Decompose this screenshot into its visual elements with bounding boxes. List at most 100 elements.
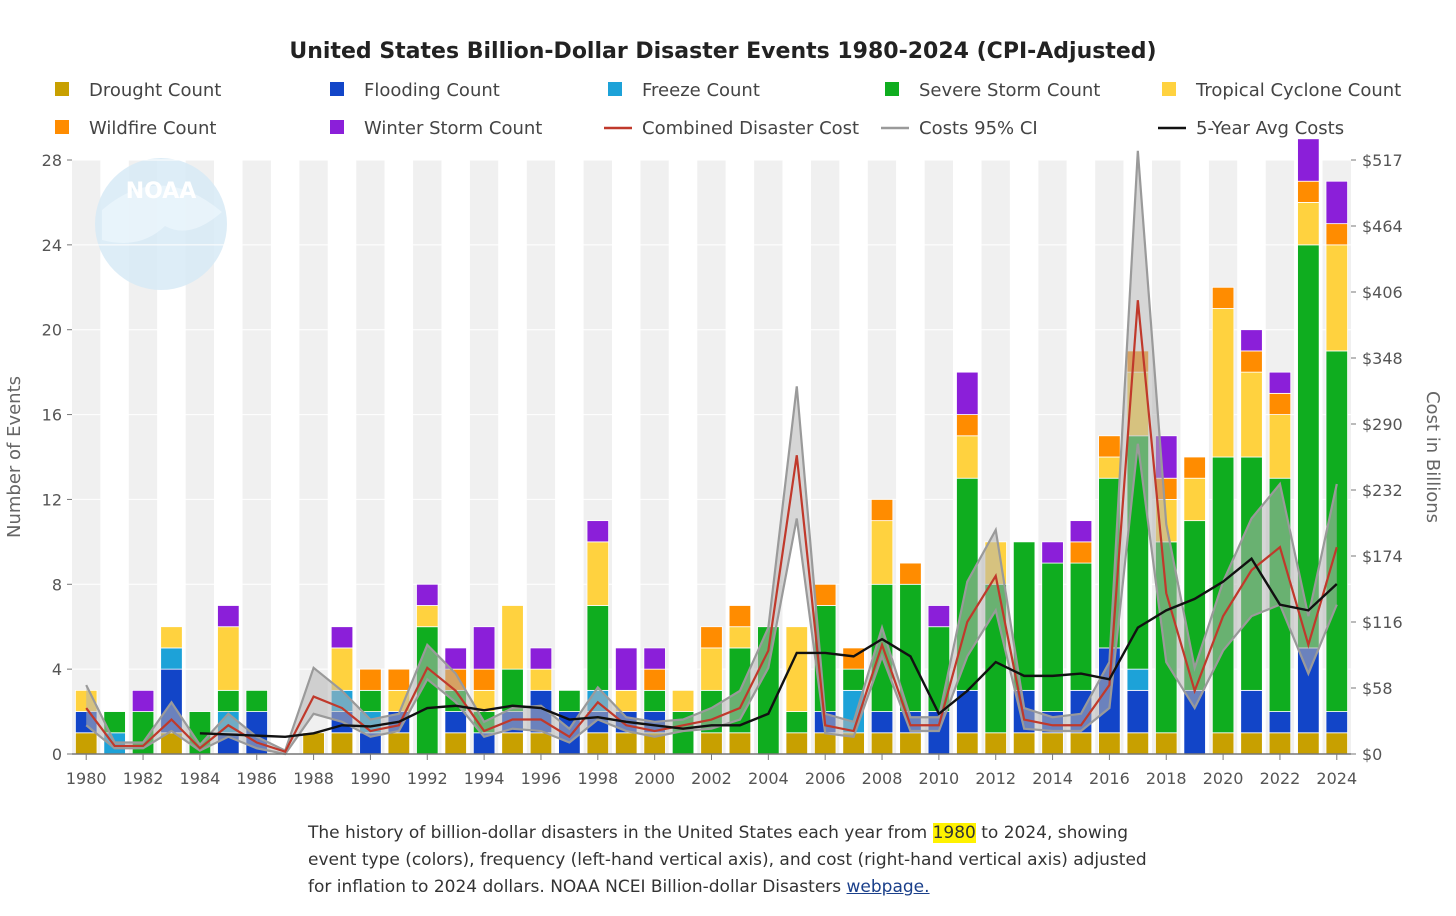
x-tick-1992: 1992	[407, 769, 448, 788]
chart-title: United States Billion-Dollar Disaster Ev…	[289, 39, 1156, 64]
y2-tick-8: $464	[1362, 217, 1403, 236]
bar-1997-severe-storm-count	[558, 689, 581, 712]
bar-2022-drought-count	[1268, 732, 1292, 755]
bar-2017-drought-count	[1126, 732, 1150, 755]
y2-tick-1: $58	[1362, 679, 1393, 698]
legend-item-severe-storm-count[interactable]: Severe Storm Count	[885, 80, 1100, 101]
bar-2000-winter-storm-count	[643, 647, 666, 670]
bar-1992-winter-storm-count	[416, 583, 439, 606]
bar-1988-drought-count	[302, 732, 325, 755]
bar-2005-severe-storm-count	[785, 711, 808, 734]
y2-tick-4: $232	[1362, 481, 1403, 500]
y2-axis-title: Cost in Billions	[1422, 391, 1443, 523]
x-tick-1988: 1988	[293, 769, 334, 788]
bar-2015-wildfire-count	[1069, 541, 1093, 564]
y2-tick-7: $406	[1362, 283, 1403, 302]
bar-2011-drought-count	[956, 732, 979, 755]
bar-2011-winter-storm-count	[956, 371, 979, 415]
bar-2011-wildfire-count	[956, 414, 979, 437]
x-tick-2020: 2020	[1203, 769, 1244, 788]
y2-tick-2: $116	[1362, 613, 1403, 632]
legend-item-winter-storm-count[interactable]: Winter Storm Count	[330, 118, 542, 139]
legend-item-wildfire-count[interactable]: Wildfire Count	[55, 118, 216, 139]
legend-label: 5-Year Avg Costs	[1196, 118, 1344, 139]
bar-2024-tropical-cyclone-count	[1325, 244, 1348, 352]
bar-1992-tropical-cyclone-count	[416, 605, 439, 628]
legend-swatch	[330, 82, 344, 96]
x-tick-1984: 1984	[180, 769, 221, 788]
bar-2002-tropical-cyclone-count	[700, 647, 723, 691]
bar-1999-drought-count	[615, 732, 638, 755]
five-year-avg-line	[199, 556, 1338, 738]
bar-2022-wildfire-count	[1268, 392, 1292, 415]
bar-1991-drought-count	[387, 732, 411, 755]
bar-2021-flooding-count	[1240, 689, 1263, 734]
stripe-1980	[72, 160, 101, 754]
bar-1985-winter-storm-count	[217, 605, 240, 628]
bar-2008-drought-count	[870, 732, 894, 755]
bar-1991-wildfire-count	[387, 668, 411, 691]
bar-1998-tropical-cyclone-count	[586, 541, 610, 606]
bar-1990-wildfire-count	[359, 668, 382, 691]
stripe-1988	[299, 160, 328, 754]
x-tick-2014: 2014	[1032, 769, 1073, 788]
bar-2018-drought-count	[1155, 732, 1178, 755]
bar-2014-severe-storm-count	[1041, 562, 1064, 712]
bar-1996-drought-count	[529, 732, 553, 755]
legend-item-5-year-avg-costs[interactable]: 5-Year Avg Costs	[1158, 118, 1344, 139]
ci-upper-line	[85, 150, 1338, 753]
caption-highlight: 1980	[932, 823, 976, 843]
bar-1983-freeze-count	[160, 647, 183, 670]
bar-2022-tropical-cyclone-count	[1268, 414, 1292, 479]
bar-2021-winter-storm-count	[1240, 329, 1263, 352]
stripe-2001	[668, 160, 698, 754]
figure-caption: The history of billion-dollar disasters …	[308, 820, 1148, 901]
bar-2022-flooding-count	[1268, 711, 1292, 734]
bar-2023-drought-count	[1297, 732, 1320, 755]
legend-item-flooding-count[interactable]: Flooding Count	[330, 80, 500, 101]
bar-2009-wildfire-count	[899, 562, 922, 585]
bar-2019-wildfire-count	[1183, 456, 1206, 479]
legend-item-combined-disaster-cost[interactable]: Combined Disaster Cost	[604, 118, 859, 139]
bar-2024-winter-storm-count	[1325, 180, 1348, 225]
bar-2015-winter-storm-count	[1069, 520, 1093, 543]
y-tick-28: 28	[42, 151, 62, 170]
x-tick-1996: 1996	[521, 769, 562, 788]
legend-item-tropical-cyclone-count[interactable]: Tropical Cyclone Count	[1162, 80, 1401, 101]
x-tick-2002: 2002	[691, 769, 732, 788]
bar-2003-tropical-cyclone-count	[728, 626, 752, 649]
x-tick-1986: 1986	[236, 769, 277, 788]
bar-1985-tropical-cyclone-count	[217, 626, 240, 691]
y-axis-title: Number of Events	[4, 376, 25, 538]
stripe-1990	[356, 160, 385, 754]
bar-1998-severe-storm-count	[586, 605, 610, 691]
bar-2020-wildfire-count	[1211, 286, 1235, 309]
legend-item-costs-95-ci[interactable]: Costs 95% CI	[881, 118, 1038, 139]
bar-2000-wildfire-count	[643, 668, 666, 691]
combined-cost-line	[85, 300, 1338, 754]
legend-label: Tropical Cyclone Count	[1195, 80, 1401, 101]
legend-item-drought-count[interactable]: Drought Count	[55, 80, 221, 101]
x-tick-2000: 2000	[634, 769, 675, 788]
bar-1994-wildfire-count	[472, 668, 496, 691]
x-tick-2004: 2004	[748, 769, 789, 788]
webpage-link[interactable]: webpage.	[846, 877, 930, 897]
legend-item-freeze-count[interactable]: Freeze Count	[608, 80, 760, 101]
bar-2013-drought-count	[1012, 732, 1036, 755]
bar-1998-winter-storm-count	[586, 520, 610, 543]
bar-2016-wildfire-count	[1098, 435, 1121, 458]
x-tick-2022: 2022	[1260, 769, 1301, 788]
bar-2024-wildfire-count	[1325, 223, 1348, 246]
legend-label: Severe Storm Count	[919, 80, 1100, 101]
bar-1986-severe-storm-count	[245, 689, 268, 712]
disaster-chart: United States Billion-Dollar Disaster Ev…	[4, 39, 1443, 788]
bar-1980-drought-count	[75, 732, 98, 755]
bar-2008-flooding-count	[870, 711, 894, 734]
bar-2008-wildfire-count	[870, 499, 894, 522]
bar-1990-severe-storm-count	[359, 689, 382, 712]
y-tick-4: 4	[52, 660, 62, 679]
bar-1995-tropical-cyclone-count	[501, 605, 524, 670]
noaa-logo: NOAA	[95, 158, 227, 290]
x-tick-2018: 2018	[1146, 769, 1187, 788]
bar-2013-severe-storm-count	[1012, 541, 1036, 691]
